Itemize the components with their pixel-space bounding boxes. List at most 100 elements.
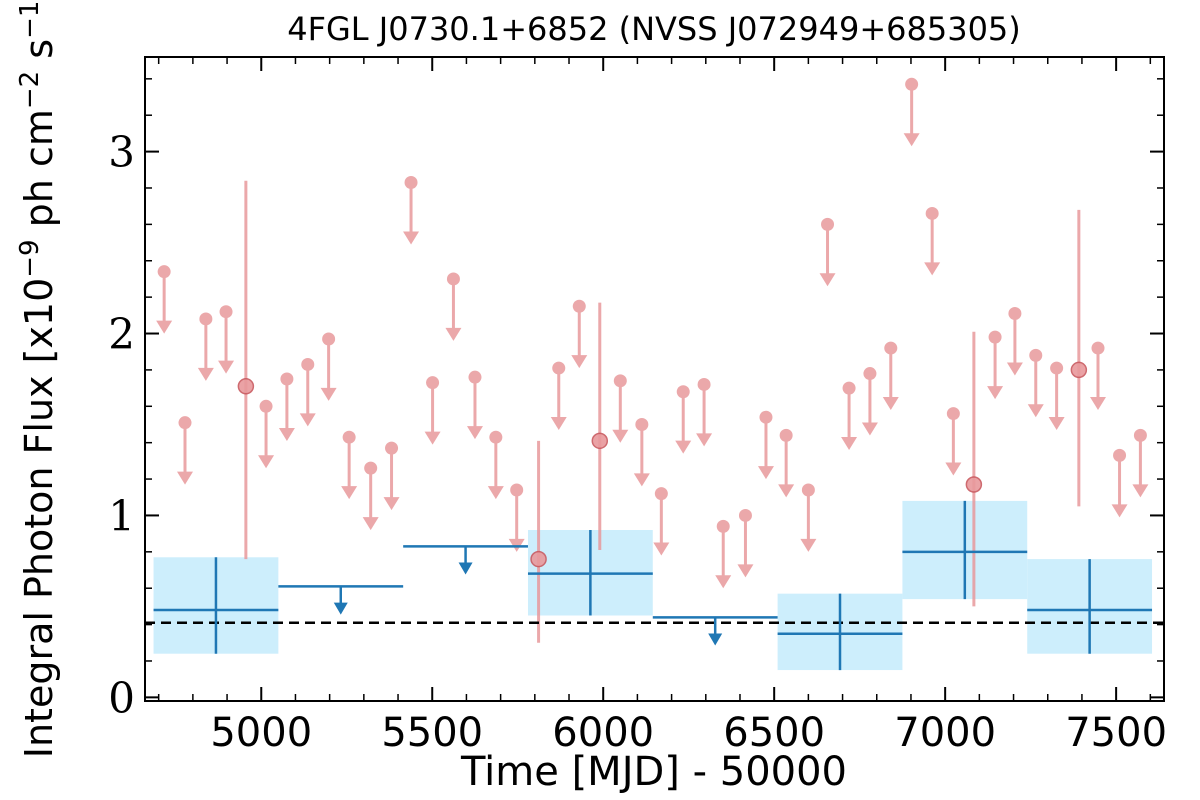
upper-limit-marker xyxy=(905,77,919,91)
detection-marker xyxy=(1070,361,1088,379)
plot-frame xyxy=(144,56,1165,702)
upper-limit-arrowhead xyxy=(1006,362,1023,376)
upper-limit-marker xyxy=(1029,348,1043,362)
fine-upper-limit xyxy=(403,176,420,245)
fine-upper-limit xyxy=(715,519,732,589)
coarse-bin-points xyxy=(153,500,1153,671)
detection-marker xyxy=(530,550,547,568)
y-label-exp1: −9 xyxy=(15,239,45,277)
upper-limit-arrowhead xyxy=(696,433,713,447)
detection-marker xyxy=(965,476,983,493)
fine-upper-limit xyxy=(1111,448,1128,518)
upper-limit-marker xyxy=(489,430,503,444)
y-label-exp3: −1 xyxy=(15,1,45,39)
coarse-upper-limit-arrowhead xyxy=(333,602,348,615)
y-tick-label: 1 xyxy=(108,491,135,540)
upper-limit-arrowhead xyxy=(903,133,920,147)
upper-limit-arrowhead xyxy=(466,426,483,440)
fine-upper-limit xyxy=(1048,361,1065,431)
fine-upper-limit xyxy=(987,330,1004,400)
fine-detection xyxy=(591,302,609,551)
upper-limit-arrowhead xyxy=(571,355,588,369)
upper-limit-marker xyxy=(510,483,524,497)
upper-limit-marker xyxy=(613,374,627,388)
fine-detection xyxy=(530,440,547,643)
fine-detection xyxy=(965,331,983,607)
fine-upper-limit xyxy=(653,487,670,556)
upper-limit-arrowhead xyxy=(177,471,194,485)
fine-upper-limit xyxy=(571,299,588,369)
upper-limit-marker xyxy=(446,272,460,286)
upper-limit-marker xyxy=(1091,341,1105,355)
x-axis-label: Time [MJD] - 50000 xyxy=(460,749,847,795)
fine-upper-limit xyxy=(737,508,754,578)
upper-limit-marker xyxy=(1113,448,1127,462)
y-axis-label: Integral Photon Flux [x10−9 ph cm−2 s−1] xyxy=(15,0,61,758)
upper-limit-marker xyxy=(946,407,960,421)
upper-limit-marker xyxy=(157,265,171,279)
upper-limit-arrowhead xyxy=(1027,404,1044,418)
upper-limit-arrowhead xyxy=(633,473,650,487)
upper-limit-marker xyxy=(322,332,336,346)
upper-limit-marker xyxy=(404,176,418,190)
upper-limit-arrowhead xyxy=(403,231,420,245)
upper-limit-arrowhead xyxy=(778,484,795,498)
upper-limit-marker xyxy=(842,381,856,395)
coarse-detection xyxy=(902,500,1028,600)
upper-limit-arrowhead xyxy=(1048,417,1065,431)
upper-limit-arrowhead xyxy=(757,466,774,480)
upper-limit-marker xyxy=(716,519,730,533)
y-tick-label: 2 xyxy=(108,310,135,359)
upper-limit-marker xyxy=(988,330,1002,344)
upper-limit-arrowhead xyxy=(197,367,214,381)
upper-limit-arrowhead xyxy=(445,327,462,341)
upper-limit-arrowhead xyxy=(841,437,858,451)
fine-upper-limit xyxy=(299,357,316,427)
upper-limit-marker xyxy=(468,370,482,384)
upper-limit-arrowhead xyxy=(299,413,316,427)
plot-axes: 5000 5500 6000 6500 7000 7500 0 1 2 3 xyxy=(108,56,1167,756)
coarse-detection xyxy=(527,529,653,616)
fine-upper-limit xyxy=(903,77,920,147)
upper-limit-arrowhead xyxy=(945,462,962,476)
upper-limit-marker xyxy=(426,376,440,390)
upper-limit-marker xyxy=(280,372,294,386)
upper-limit-marker xyxy=(364,461,378,475)
upper-limit-arrowhead xyxy=(258,455,275,469)
upper-limit-marker xyxy=(654,487,668,501)
coarse-upper-limit xyxy=(403,545,528,575)
y-label-exp2: −2 xyxy=(15,71,45,109)
fine-upper-limit xyxy=(800,483,817,552)
upper-limit-arrowhead xyxy=(882,397,899,411)
fine-upper-limit xyxy=(1090,341,1107,411)
fine-upper-limit xyxy=(675,385,692,454)
upper-limit-marker xyxy=(863,367,877,381)
fine-detection xyxy=(1070,209,1088,507)
upper-limit-marker xyxy=(1008,307,1022,321)
fine-upper-limit xyxy=(924,206,941,276)
fine-upper-limit xyxy=(341,430,358,500)
upper-limit-marker xyxy=(676,385,690,399)
coarse-detection xyxy=(1027,559,1153,654)
coarse-upper-limit-arrowhead xyxy=(708,633,723,646)
fine-upper-limit xyxy=(466,370,483,440)
upper-limit-marker xyxy=(199,312,213,326)
upper-limit-arrowhead xyxy=(156,320,173,334)
upper-limit-marker xyxy=(779,428,793,442)
fine-upper-limit xyxy=(696,377,713,447)
fine-detection xyxy=(237,180,255,560)
fine-upper-limit xyxy=(819,217,836,287)
upper-limit-arrowhead xyxy=(653,542,670,556)
fine-upper-limit xyxy=(633,417,650,487)
upper-limit-marker xyxy=(821,217,835,231)
upper-limit-arrowhead xyxy=(362,517,379,531)
fine-upper-limit xyxy=(177,416,194,485)
upper-limit-arrowhead xyxy=(819,273,836,287)
fine-upper-limit xyxy=(424,376,441,445)
upper-limit-arrowhead xyxy=(737,564,754,578)
y-label-mid2: s xyxy=(17,39,61,71)
upper-limit-arrowhead xyxy=(550,417,567,431)
fine-upper-limit xyxy=(1027,348,1044,418)
upper-limit-arrowhead xyxy=(424,431,441,445)
upper-limit-marker xyxy=(219,305,233,319)
